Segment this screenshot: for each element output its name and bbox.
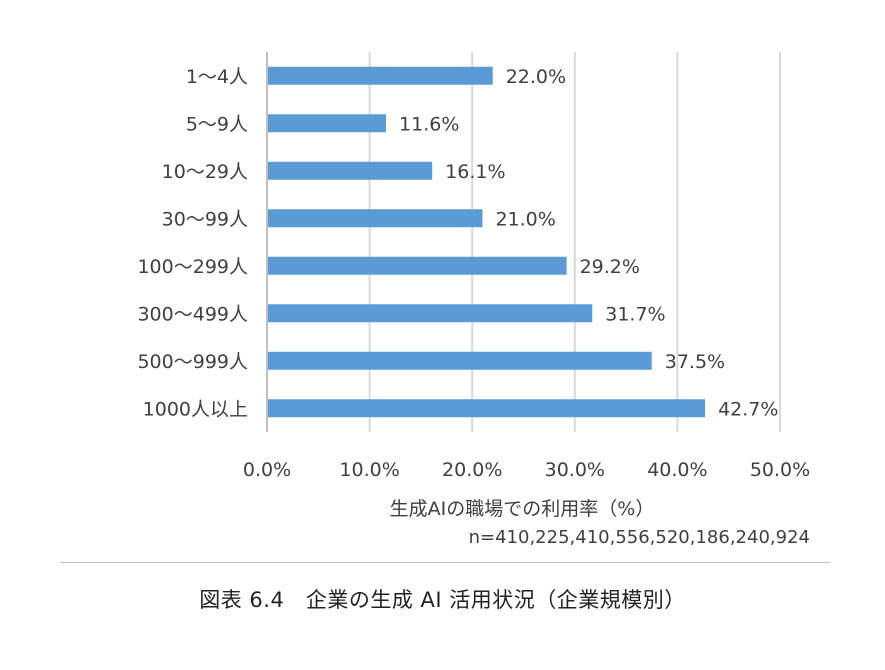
data-label: 42.7% (718, 398, 778, 420)
sample-size-note: n=410,225,410,556,520,186,240,924 (469, 527, 810, 548)
bar (268, 304, 593, 323)
x-tick-label: 20.0% (442, 459, 502, 481)
gridlines (266, 52, 781, 432)
category-label: 1〜4人 (186, 66, 248, 88)
category-label: 5〜9人 (186, 113, 248, 135)
bars (268, 66, 706, 418)
data-label: 31.7% (605, 303, 665, 325)
category-label: 500〜999人 (137, 351, 248, 373)
data-label: 29.2% (580, 256, 640, 278)
caption-divider (60, 562, 830, 563)
category-labels: 1〜4人 5〜9人 10〜29人 30〜99人 100〜299人 300〜499人 500〜… (137, 66, 248, 421)
data-label: 37.5% (665, 351, 725, 373)
data-label: 11.6% (399, 113, 459, 135)
x-tick-label: 30.0% (545, 459, 605, 481)
x-tick-label: 40.0% (647, 459, 707, 481)
bar-chart: 1〜4人 5〜9人 10〜29人 30〜99人 100〜299人 300〜499人 500〜… (137, 52, 810, 548)
bar (268, 114, 387, 133)
category-label: 300〜499人 (137, 303, 248, 325)
x-tick-label: 50.0% (750, 459, 810, 481)
x-tick-label: 0.0% (243, 459, 291, 481)
x-tick-label: 10.0% (339, 459, 399, 481)
bar (268, 66, 493, 85)
category-label: 1000人以上 (143, 398, 248, 420)
bar (268, 399, 706, 418)
data-label: 22.0% (506, 66, 566, 88)
figure-caption: 図表 6.4 企業の生成 AI 活用状況（企業規模別） (199, 588, 686, 612)
category-label: 10〜29人 (162, 161, 248, 183)
x-axis-title: 生成AIの職場での利用率（%） (390, 498, 655, 520)
category-label: 30〜99人 (162, 208, 248, 230)
x-tick-labels: 0.0% 10.0% 20.0% 30.0% 40.0% 50.0% (243, 459, 810, 481)
data-labels: 22.0% 11.6% 16.1% 21.0% 29.2% 31.7% 37.5% 42.7% (399, 66, 778, 421)
data-label: 16.1% (445, 161, 505, 183)
bar (268, 351, 652, 370)
bar (268, 256, 567, 275)
data-label: 21.0% (495, 208, 555, 230)
bar (268, 161, 433, 180)
category-label: 100〜299人 (137, 256, 248, 278)
bar (268, 209, 483, 228)
